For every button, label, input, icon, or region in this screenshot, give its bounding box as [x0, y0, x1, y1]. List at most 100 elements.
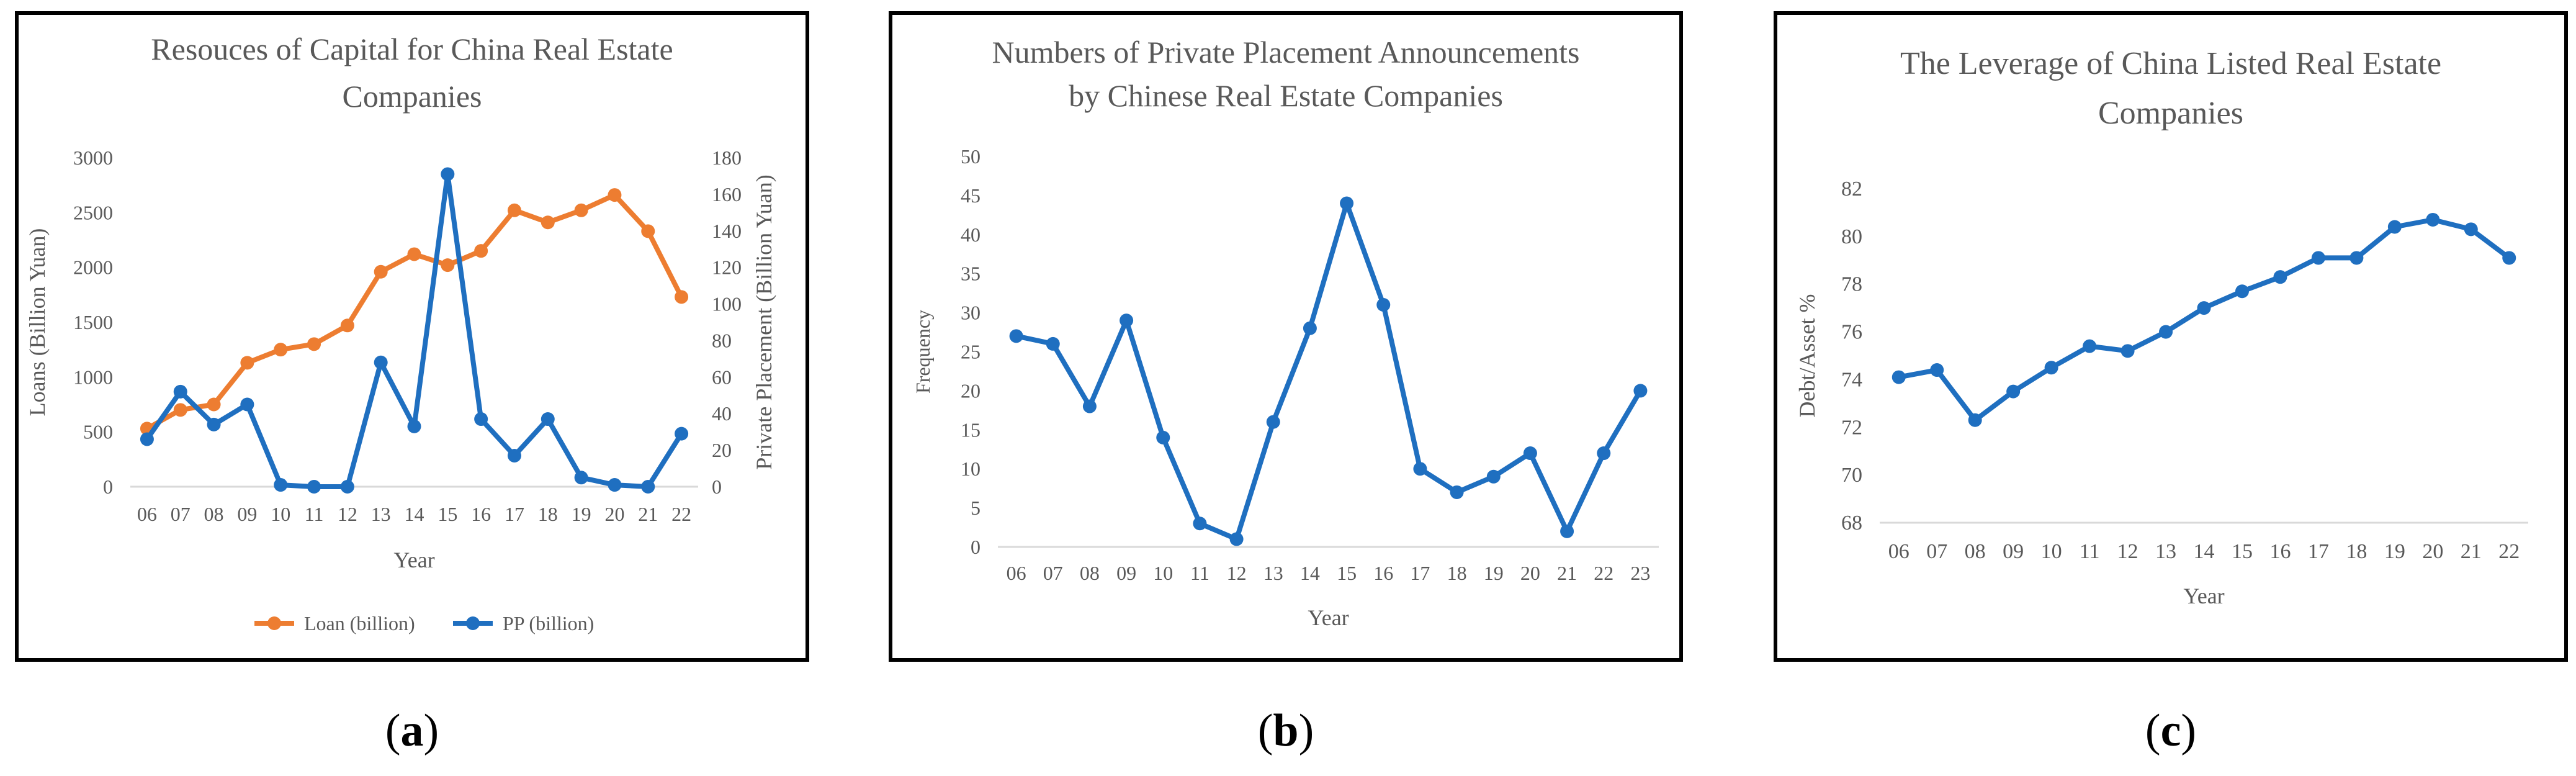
chart-a-xtick: 08 [204, 503, 224, 525]
chart-a-y2tick: 180 [712, 147, 742, 169]
chart-c-series-1-point [1930, 363, 1944, 377]
chart-a-xlabel: Year [393, 548, 434, 572]
chart-c-xtick: 06 [1888, 540, 1910, 563]
chart-b-series-1-point [1597, 446, 1611, 461]
chart-b-xtick: 21 [1557, 562, 1577, 584]
chart-b-xtick: 16 [1373, 562, 1393, 584]
chart-b-xtick: 09 [1116, 562, 1136, 584]
chart-a-series-1-point [374, 264, 388, 279]
chart-a-legend-swatch-marker [466, 616, 480, 630]
chart-c-ytick: 68 [1841, 512, 1862, 535]
chart-a-y2tick: 0 [712, 476, 722, 498]
chart-b-series-1-point [1560, 524, 1574, 538]
chart-a-ytick: 1500 [73, 311, 113, 333]
chart-c-series-1-point [2159, 325, 2173, 339]
caption-a: (a) [385, 705, 439, 756]
chart-a-series-1-point [307, 337, 321, 351]
chart-a-y2tick: 40 [712, 402, 732, 425]
chart-a-ytick: 500 [83, 421, 113, 443]
chart-a-series-2-point [507, 448, 521, 462]
chart-a-svg: Resouces of Capital for China Real Estat… [25, 32, 776, 634]
chart-a-ytick: 1000 [73, 366, 113, 388]
chart-a-series-1-point [240, 356, 254, 370]
chart-c-xtick: 12 [2117, 540, 2138, 563]
chart-a-series-1-line [144, 192, 684, 431]
chart-a-y2tick: 120 [712, 256, 742, 279]
chart-b-xtick: 18 [1447, 562, 1467, 584]
chart-a-series-2-point [641, 480, 655, 494]
chart-a-series-2-point [240, 397, 254, 412]
chart-a-title-line-2: Companies [343, 79, 482, 114]
chart-c-series-1-point [2273, 270, 2287, 284]
chart-c-series-1-point [2426, 212, 2440, 227]
chart-a-ytick: 0 [103, 476, 113, 498]
chart-b-xtick: 22 [1594, 562, 1613, 584]
chart-a-legend-swatch-marker [267, 616, 281, 630]
chart-a-series-1-point [207, 397, 221, 412]
chart-b-ytick: 30 [961, 302, 981, 324]
caption-c: (c) [2145, 705, 2197, 756]
chart-c-series-1-point [2006, 384, 2021, 399]
chart-a-ylabel: Loans (Billion Yuan) [25, 228, 50, 417]
chart-b-ytick: 15 [961, 418, 981, 441]
chart-b-xtick: 17 [1410, 562, 1430, 584]
chart-b-ytick: 50 [961, 145, 981, 168]
chart-b-series-1-point [1340, 196, 1354, 210]
chart-c-xtick: 13 [2155, 540, 2176, 563]
chart-a-series-2-point [541, 412, 555, 426]
chart-a-legend-label: Loan (billion) [304, 612, 415, 634]
chart-c-xtick: 19 [2384, 540, 2405, 563]
chart-b-series-1-point [1486, 469, 1501, 484]
chart-a-xtick: 06 [137, 503, 157, 525]
chart-c-series-1-point [2387, 220, 2402, 234]
chart-a-xtick: 11 [305, 503, 324, 525]
chart-b-ytick: 20 [961, 379, 981, 402]
chart-b-series-1-point [1229, 532, 1244, 546]
chart-a-y2tick: 20 [712, 439, 732, 461]
chart-b-series-1-point [1046, 336, 1060, 351]
chart-a-xtick: 12 [338, 503, 357, 525]
chart-b-series-1-point [1082, 399, 1097, 413]
chart-c-xtick: 11 [2080, 540, 2100, 563]
chart-c-title-line-2: Companies [2098, 96, 2243, 131]
chart-b-series-1-point [1009, 329, 1023, 343]
chart-b-xtick: 06 [1007, 562, 1026, 584]
chart-c-ytick: 74 [1841, 368, 1862, 391]
chart-a-xtick: 14 [405, 503, 424, 525]
chart-b-series-1-point [1523, 446, 1537, 461]
chart-b-series-1-line [1013, 201, 1643, 542]
chart-a-xtick: 10 [271, 503, 290, 525]
chart-c-xtick: 15 [2232, 540, 2253, 563]
chart-a-series-2-point [274, 478, 288, 492]
chart-c-series-1-point [1892, 370, 1906, 384]
chart-c-series-1-point [2502, 251, 2516, 265]
chart-b-xtick: 20 [1520, 562, 1540, 584]
chart-b-series-1-point [1266, 415, 1280, 429]
caption-b: (b) [1257, 705, 1314, 756]
chart-b-xtick: 07 [1043, 562, 1063, 584]
chart-a-series-1-point [441, 258, 455, 273]
chart-b-ytick: 5 [971, 497, 981, 519]
chart-a-series-2-point [374, 355, 388, 369]
chart-b-ytick: 10 [961, 458, 981, 480]
chart-a-xtick: 19 [572, 503, 591, 525]
chart-b-series-1-point [1633, 384, 1648, 398]
chart-a-series-2-point [675, 426, 689, 441]
chart-a-series-2-point [173, 384, 187, 399]
chart-a-ytick: 2000 [73, 256, 113, 279]
chart-c-ylabel: Debt/Asset % [1795, 294, 1820, 418]
chart-a-xtick: 13 [371, 503, 391, 525]
chart-a-series-1-point [641, 224, 655, 238]
chart-a-series-1-point [608, 188, 622, 202]
chart-b-ytick: 40 [961, 223, 981, 246]
chart-c-xtick: 09 [2003, 540, 2024, 563]
chart-b-series-1-point [1303, 321, 1317, 335]
chart-b-ytick: 35 [961, 263, 981, 285]
chart-b-xtick: 15 [1337, 562, 1357, 584]
chart-a-y2tick: 140 [712, 220, 742, 242]
chart-b-ytick: 45 [961, 184, 981, 207]
chart-c-xtick: 16 [2269, 540, 2291, 563]
chart-a-xtick: 09 [237, 503, 257, 525]
chart-c-xtick: 21 [2461, 540, 2482, 563]
chart-c-series-1-point [1968, 413, 1982, 427]
